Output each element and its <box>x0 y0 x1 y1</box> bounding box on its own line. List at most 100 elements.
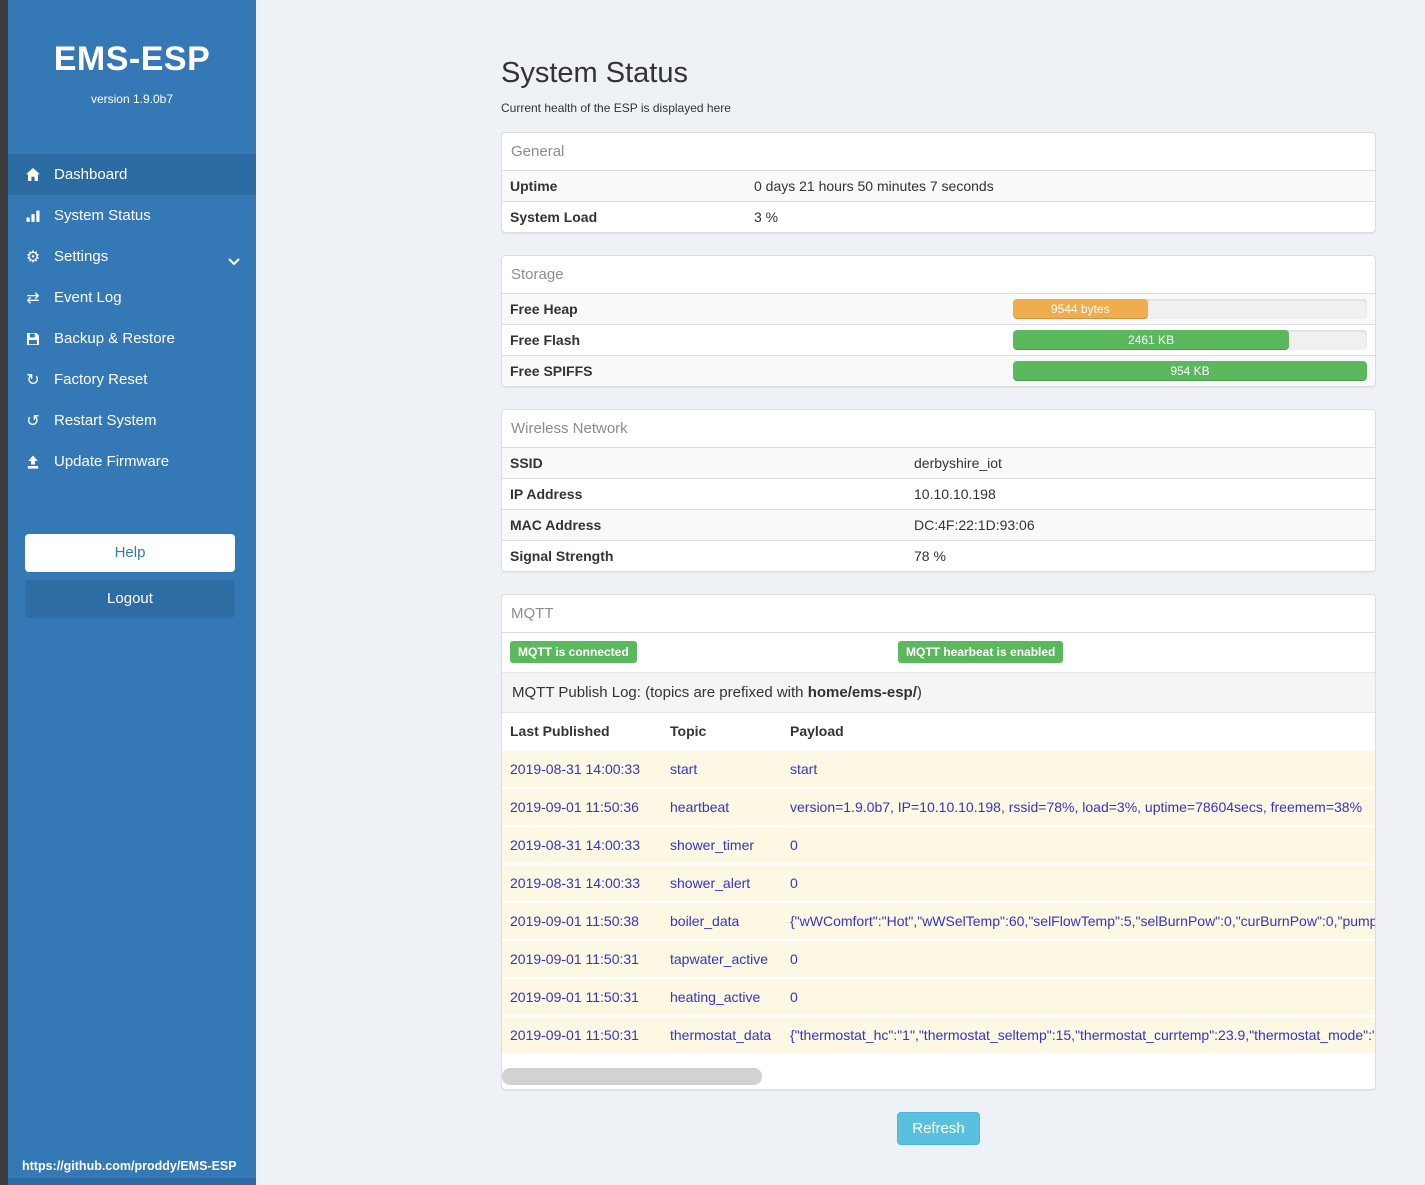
table-row: Free SPIFFS 954 KB <box>502 355 1375 386</box>
log-payload: 0 <box>782 863 1375 902</box>
refresh-wrap: Refresh <box>501 1112 1376 1145</box>
horizontal-scrollbar-thumb[interactable] <box>502 1068 762 1085</box>
log-row: 2019-09-01 11:50:31 heating_active 0 <box>502 977 1375 1016</box>
help-button[interactable]: Help <box>25 534 235 572</box>
log-row: 2019-08-31 14:00:33 shower_timer 0 <box>502 825 1375 864</box>
log-topic: heartbeat <box>662 787 782 826</box>
row-value: 10.10.10.198 <box>906 478 1375 510</box>
general-panel: General Uptime 0 days 21 hours 50 minutes… <box>501 132 1376 233</box>
event-log-icon: ⇄ <box>26 287 40 307</box>
log-timestamp: 2019-08-31 14:00:33 <box>502 863 662 902</box>
log-topic: start <box>662 749 782 788</box>
log-payload: 0 <box>782 977 1375 1016</box>
progress-cell: 9544 bytes <box>1005 294 1375 325</box>
table-row: IP Address 10.10.10.198 <box>502 478 1375 510</box>
progress-cell: 2461 KB <box>1005 324 1375 356</box>
log-timestamp: 2019-09-01 11:50:31 <box>502 977 662 1016</box>
log-topic: tapwater_active <box>662 939 782 978</box>
table-row: System Load 3 % <box>502 201 1375 232</box>
refresh-button[interactable]: Refresh <box>897 1112 980 1145</box>
sidebar-item-label: Update Firmware <box>54 453 170 470</box>
chevron-down-icon <box>228 253 240 270</box>
status-badge: MQTT is connected <box>510 641 637 664</box>
sidebar-item-dashboard[interactable]: Dashboard <box>8 154 256 195</box>
progress-track: 2461 KB <box>1013 330 1367 350</box>
table-row: Free Flash 2461 KB <box>502 324 1375 356</box>
table-row: Free Heap 9544 bytes <box>502 294 1375 325</box>
sidebar-item-label: Factory Reset <box>54 371 148 388</box>
log-topic: shower_timer <box>662 825 782 864</box>
log-topic: shower_alert <box>662 863 782 902</box>
row-value: 78 % <box>906 540 1375 571</box>
system-status-icon <box>25 208 41 224</box>
window-edge-strip <box>0 0 8 1185</box>
progress-track: 9544 bytes <box>1013 299 1367 319</box>
sidebar-item-label: Settings <box>54 248 109 265</box>
storage-table: Free Heap 9544 bytes Free Flash 2461 KB Free… <box>502 294 1375 386</box>
log-payload: 0 <box>782 825 1375 864</box>
row-label: Uptime <box>502 171 746 202</box>
log-row: 2019-09-01 11:50:36 heartbeat version=1.9.… <box>502 787 1375 826</box>
mqtt-publish-log-table: Last Published Topic Payload 2019-08-31 14… <box>502 713 1375 1053</box>
log-timestamp: 2019-09-01 11:50:31 <box>502 939 662 978</box>
sidebar-item-factory-reset[interactable]: ↻ Factory Reset <box>8 359 256 400</box>
row-value: 3 % <box>746 201 1375 232</box>
row-label: MAC Address <box>502 509 906 541</box>
status-badge: MQTT hearbeat is enabled <box>898 641 1064 664</box>
gear-icon: ⚙ <box>25 246 41 266</box>
wireless-panel: Wireless Network SSID derbyshire_iot IP Ad… <box>501 409 1376 572</box>
progress-cell: 954 KB <box>1005 355 1375 386</box>
row-label: Signal Strength <box>502 540 906 571</box>
restart-icon: ↺ <box>26 410 40 430</box>
sidebar-item-system-status[interactable]: System Status <box>8 195 256 236</box>
row-label: System Load <box>502 201 746 232</box>
row-label: Free SPIFFS <box>502 355 1005 386</box>
log-topic: heating_active <box>662 977 782 1016</box>
log-row: 2019-09-01 11:50:38 boiler_data {"wWComfor… <box>502 901 1375 940</box>
sidebar: EMS-ESP version 1.9.0b7 Dashboard System … <box>8 0 256 1185</box>
table-row: Uptime 0 days 21 hours 50 minutes 7 secon… <box>502 171 1375 202</box>
sidebar-item-update-firmware[interactable]: Update Firmware <box>8 441 256 482</box>
github-link[interactable]: https://github.com/proddy/EMS-ESP <box>22 1159 237 1173</box>
log-row: 2019-09-01 11:50:31 tapwater_active 0 <box>502 939 1375 978</box>
upload-icon <box>25 454 41 470</box>
sidebar-item-restart-system[interactable]: ↺ Restart System <box>8 400 256 441</box>
log-timestamp: 2019-08-31 14:00:33 <box>502 749 662 788</box>
log-payload: version=1.9.0b7, IP=10.10.10.198, rssid=… <box>782 787 1375 826</box>
log-column-header: Payload <box>782 713 1375 750</box>
log-timestamp: 2019-09-01 11:50:31 <box>502 1015 662 1053</box>
log-payload: start <box>782 749 1375 788</box>
sidebar-item-event-log[interactable]: ⇄ Event Log <box>8 277 256 318</box>
table-row: SSID derbyshire_iot <box>502 448 1375 479</box>
factory-reset-icon: ↻ <box>26 369 40 389</box>
wireless-panel-heading: Wireless Network <box>502 410 1375 448</box>
log-column-header: Last Published <box>502 713 662 750</box>
log-payload: {"wWComfort":"Hot","wWSelTemp":60,"selFl… <box>782 901 1375 940</box>
row-value: DC:4F:22:1D:93:06 <box>906 509 1375 541</box>
app-version: version 1.9.0b7 <box>90 92 174 106</box>
log-topic: boiler_data <box>662 901 782 940</box>
storage-panel-heading: Storage <box>502 256 1375 294</box>
log-row: 2019-09-01 11:50:31 thermostat_data {"ther… <box>502 1015 1375 1053</box>
sidebar-item-backup-restore[interactable]: Backup & Restore <box>8 318 256 359</box>
sidebar-bottom-strip <box>8 1178 256 1185</box>
sidebar-item-settings[interactable]: ⚙ Settings <box>8 236 256 277</box>
logout-button[interactable]: Logout <box>25 580 235 618</box>
mqtt-panel: MQTT MQTT is connected MQTT hearbeat is e… <box>501 594 1376 1090</box>
general-table: Uptime 0 days 21 hours 50 minutes 7 secon… <box>502 171 1375 232</box>
page-subtitle: Current health of the ESP is displayed h… <box>501 101 731 115</box>
sidebar-item-label: System Status <box>54 207 151 224</box>
row-label: Free Flash <box>502 324 1005 356</box>
mqtt-status-badges: MQTT is connected MQTT hearbeat is enable… <box>502 633 1375 672</box>
log-column-header: Topic <box>662 713 782 750</box>
row-label: SSID <box>502 448 906 479</box>
log-payload: 0 <box>782 939 1375 978</box>
table-row: Signal Strength 78 % <box>502 540 1375 571</box>
progress-bar: 954 KB <box>1013 361 1367 381</box>
progress-track: 954 KB <box>1013 361 1367 381</box>
mqtt-panel-heading: MQTT <box>502 595 1375 633</box>
row-label: Free Heap <box>502 294 1005 325</box>
horizontal-scrollbar-track[interactable] <box>502 1068 1375 1085</box>
save-icon <box>25 331 41 347</box>
sidebar-item-label: Restart System <box>54 412 157 429</box>
